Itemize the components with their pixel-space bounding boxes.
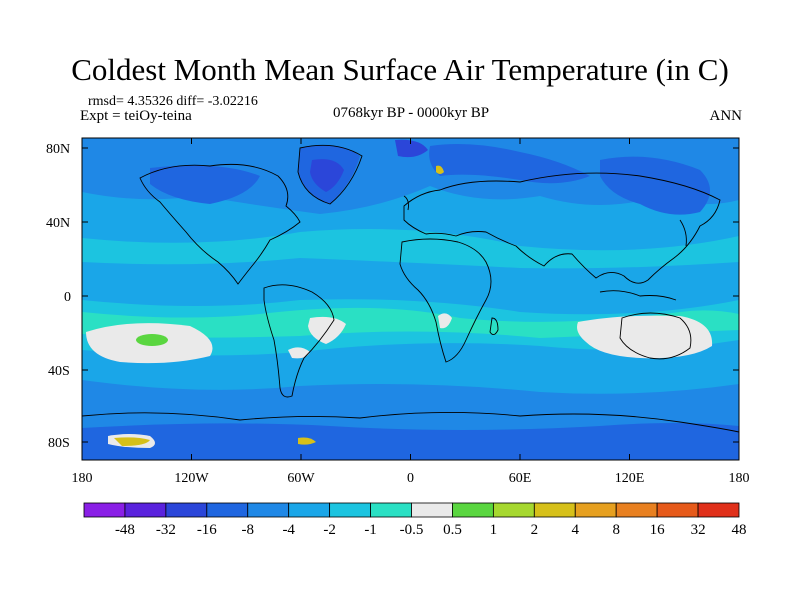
period-label: 0768kyr BP - 0000kyr BP (332, 105, 490, 121)
field-neutral-australia (577, 315, 713, 359)
colorbar-label: 32 (691, 522, 706, 538)
colorbar-label: 48 (732, 522, 747, 538)
season-label: ANN (709, 108, 743, 124)
coast-japan (679, 219, 687, 247)
field-warm-spot-scandinavia (436, 165, 444, 174)
field-warm-antarctic-1 (114, 437, 150, 446)
coast-africa (399, 238, 492, 363)
field-arctic (82, 138, 739, 214)
colorbar-label: 8 (612, 522, 620, 538)
colorbar-box (452, 502, 494, 518)
coast-greenland (297, 144, 363, 205)
colorbar-box (574, 502, 617, 518)
field-siberia-cold (600, 156, 710, 215)
colorbar-label: -8 (242, 522, 255, 538)
lon-label-120e: 120E (615, 471, 645, 486)
colorbar-label: -32 (156, 522, 176, 538)
lon-label-0: 0 (407, 471, 414, 486)
field-band-lowlat (82, 307, 739, 338)
field-warm-antarctic-2 (298, 437, 316, 445)
field-arctic-colder-2 (429, 144, 590, 184)
lon-label-180e: 180 (729, 471, 750, 486)
coast-europe-asia (403, 172, 721, 284)
colorbar-box (411, 502, 453, 518)
field-warm-pacific (136, 334, 168, 346)
field-canada-cold (150, 165, 260, 204)
lon-axis (191, 138, 630, 460)
map-panel (82, 138, 739, 460)
colorbar-label: 16 (650, 522, 666, 538)
colorbar-label: -0.5 (400, 522, 424, 538)
colorbar-labels: -48 -32 -16 -8 -4 -2 -1 -0.5 0.5 1 2 4 8 16 32 48 (115, 522, 747, 538)
lon-label-180w: 180 (72, 471, 93, 486)
colorbar-box (288, 502, 331, 518)
field-neutral-africa (438, 313, 452, 329)
colorbar-box (615, 502, 658, 518)
lon-label-60e: 60E (509, 471, 532, 486)
coast-uk (403, 195, 409, 211)
colorbar-box (124, 502, 167, 518)
coast-australia (619, 312, 692, 360)
lat-label-0: 0 (64, 290, 71, 305)
colorbar-box (329, 502, 371, 518)
colorbar-box (165, 502, 208, 518)
experiment-label: Expt = teiOy-teina (80, 108, 192, 124)
colorbar-label: -48 (115, 522, 135, 538)
colorbar (83, 502, 740, 518)
colorbar-label: 4 (572, 522, 580, 538)
colorbar-label: 0.5 (443, 522, 462, 538)
colorbar-label: -16 (197, 522, 217, 538)
colorbar-box (656, 502, 699, 518)
lon-label-60w: 60W (287, 471, 315, 486)
lat-label-80n: 80N (46, 142, 70, 157)
colorbar-box (83, 502, 126, 518)
colorbar-box (533, 502, 576, 518)
coast-south-america (263, 284, 335, 398)
lat-axis (82, 147, 739, 443)
colorbar-label: -4 (282, 522, 295, 538)
lon-label-120w: 120W (174, 471, 209, 486)
lat-label-80s: 80S (48, 436, 70, 451)
coastlines (82, 144, 739, 433)
colorbar-label: 1 (490, 522, 498, 538)
coast-north-america (139, 163, 301, 285)
colorbar-label: -2 (323, 522, 336, 538)
colorbar-box (697, 502, 740, 518)
coast-indonesia (599, 290, 677, 301)
map-title: Coldest Month Mean Surface Air Temperatu… (71, 52, 729, 87)
colorbar-box (370, 502, 412, 518)
field-antarctic-colder (82, 423, 739, 460)
colorbar-box (492, 502, 535, 518)
lat-label-40n: 40N (46, 216, 70, 231)
stats-text: rmsd= 4.35326 diff= -3.02216 (88, 94, 258, 109)
field-arctic-colder-1 (395, 139, 428, 158)
colorbar-label: -1 (364, 522, 377, 538)
field-greenland-colder (310, 159, 344, 192)
field-neutral-sam (288, 347, 310, 359)
field-band-north (82, 229, 739, 269)
coast-antarctica (82, 411, 739, 433)
coast-madagascar (489, 317, 499, 335)
colorbar-box (206, 502, 249, 518)
colorbar-label: 2 (531, 522, 539, 538)
lat-label-40s: 40S (48, 364, 70, 379)
colorbar-box (247, 502, 290, 518)
